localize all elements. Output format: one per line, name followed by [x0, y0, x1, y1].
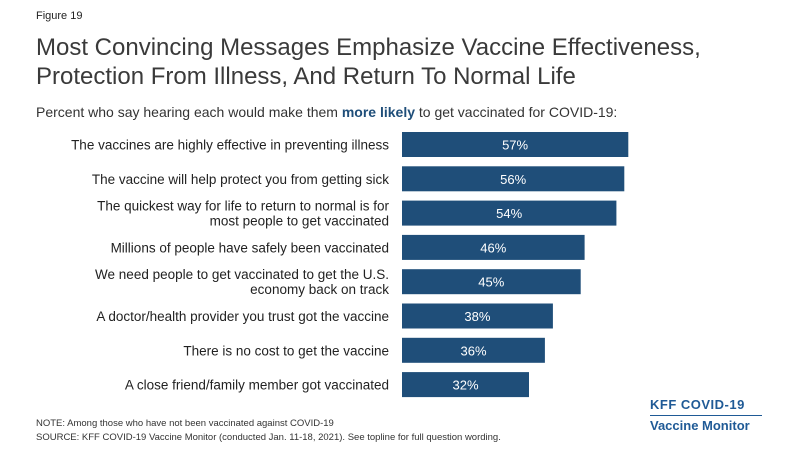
bar-2 [402, 166, 625, 192]
logo-line-2: Vaccine Monitor [650, 418, 750, 433]
bar-5 [402, 269, 581, 295]
category-label-3-line-1: The quickest way for life to return to n… [97, 199, 389, 214]
bar-value-label-5: 45% [478, 275, 504, 290]
category-label-3-line-2: most people to get vaccinated [210, 214, 389, 229]
bar-value-label-4: 46% [480, 240, 506, 255]
category-label-6: A doctor/health provider you trust got t… [96, 309, 389, 324]
logo-divider [650, 415, 762, 416]
chart-subtitle: Percent who say hearing each would make … [36, 104, 617, 120]
category-label-1: The vaccines are highly effective in pre… [71, 138, 389, 153]
bar-8 [402, 372, 529, 398]
subtitle-post: to get vaccinated for COVID-19: [415, 104, 618, 120]
bar-value-label-8: 32% [452, 378, 478, 393]
bar-value-label-7: 36% [460, 343, 486, 358]
category-label-8: A close friend/family member got vaccina… [125, 378, 389, 393]
bar-value-label-3: 54% [496, 206, 522, 221]
chart-source: SOURCE: KFF COVID-19 Vaccine Monitor (co… [36, 432, 501, 443]
bar-6 [402, 303, 553, 329]
figure-label: Figure 19 [36, 10, 83, 22]
category-label-2: The vaccine will help protect you from g… [92, 172, 389, 187]
chart-title: Most Convincing Messages Emphasize Vacci… [36, 33, 776, 91]
bar-3 [402, 200, 617, 226]
chart-title-line-2: Protection From Illness, And Return To N… [36, 63, 576, 90]
category-label-5-line-2: economy back on track [250, 282, 389, 297]
bar-value-label-2: 56% [500, 172, 526, 187]
logo-line-1: KFF COVID-19 [650, 397, 745, 412]
bar-7 [402, 337, 545, 363]
bar-chart: 57% The vaccines are highly effective in … [71, 132, 629, 398]
bar-4 [402, 234, 585, 260]
category-label-5-line-1: We need people to get vaccinated to get … [95, 267, 389, 282]
category-label-7: There is no cost to get the vaccine [183, 343, 389, 358]
kff-logo: KFF COVID-19 Vaccine Monitor [650, 396, 780, 435]
category-label-4: Millions of people have safely been vacc… [111, 240, 389, 255]
bar-1 [402, 132, 629, 157]
bar-value-label-6: 38% [464, 309, 490, 324]
subtitle-emphasis: more likely [341, 104, 415, 120]
chart-note: NOTE: Among those who have not been vacc… [36, 418, 334, 429]
chart-title-line-1: Most Convincing Messages Emphasize Vacci… [36, 34, 701, 61]
bar-value-label-1: 57% [502, 138, 528, 153]
subtitle-pre: Percent who say hearing each would make … [36, 104, 342, 120]
